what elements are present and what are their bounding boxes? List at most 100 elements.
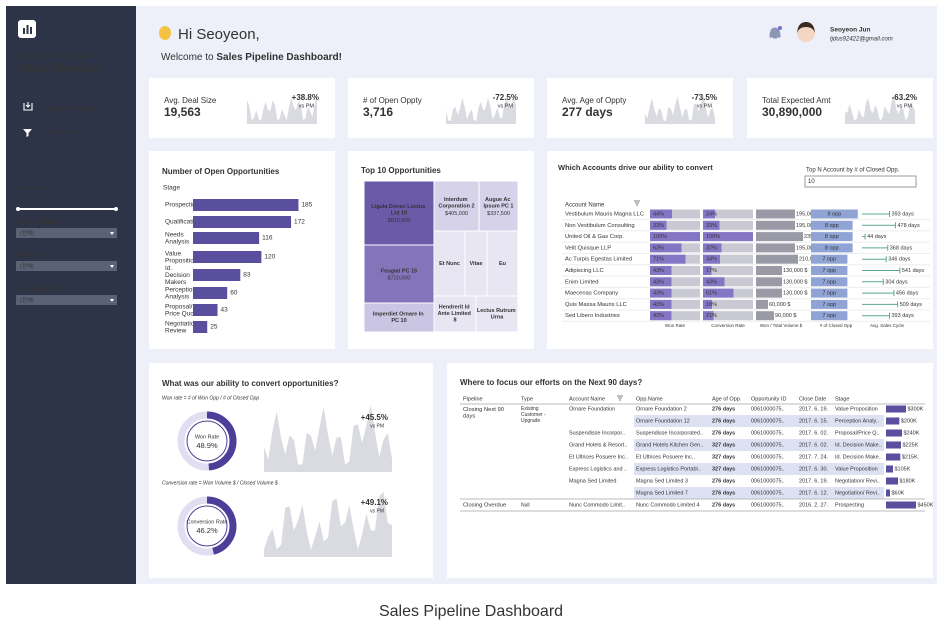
bar-value-label: 7 opp — [822, 257, 836, 263]
bar — [650, 311, 672, 321]
sort-icon — [617, 395, 623, 401]
opp-age: 327 days — [712, 454, 735, 460]
bar-value-label: 130,000 $ — [783, 279, 807, 285]
filter-value: (전체) — [20, 296, 34, 304]
bar-value-label: 33% — [653, 223, 664, 229]
bar — [193, 304, 218, 316]
filter-dropdown[interactable] — [16, 295, 117, 305]
bar-value-label: 8 opp — [825, 234, 839, 240]
opp-age: 276 days — [712, 430, 735, 436]
kpi-change: +38.8% — [292, 93, 319, 102]
bar — [703, 266, 712, 275]
slider-knob[interactable] — [16, 207, 20, 211]
chart-title: Which Accounts drive our ability to conv… — [558, 163, 713, 172]
column-header: Opp.Name — [636, 396, 663, 402]
sort-icon — [634, 200, 640, 206]
bar-value-label: 393 days — [892, 211, 915, 217]
bar — [756, 254, 798, 264]
bar — [193, 232, 260, 244]
opp-id: 0061000075.. — [751, 502, 785, 508]
sidebar-action[interactable]: Download Report — [47, 106, 97, 113]
tile-name: Lectus Rutrum Urna — [477, 308, 517, 321]
category-label: Negotiation/ Review — [165, 320, 202, 334]
bar — [703, 299, 712, 309]
slider-knob[interactable] — [114, 207, 118, 211]
tile-name: Et Nunc — [439, 261, 460, 267]
bar-value-label: 60,000 $ — [769, 302, 790, 308]
bar-value-label: 25 — [210, 324, 218, 331]
pipeline-name: Closing Next 90 days — [463, 407, 506, 420]
bar-background — [703, 311, 753, 321]
bar-value-label: 7 opp — [822, 268, 836, 274]
pipeline-name: Closing Overdue — [463, 503, 506, 509]
opp-id: 0061000075.. — [751, 442, 785, 448]
opp-stage: Value Proposition — [835, 406, 878, 412]
avatar[interactable] — [797, 24, 815, 42]
welcome-prefix: Welcome to — [161, 52, 216, 63]
column-header: Conversion Rate — [711, 323, 745, 328]
category-label: Value Proposition — [165, 250, 198, 264]
column-header: Age of Opp. — [712, 396, 742, 402]
bar-background — [703, 254, 753, 264]
bar-value-label: 18% — [706, 302, 717, 308]
greeting: Hi Seoyeon, — [178, 26, 260, 43]
bell-icon[interactable] — [769, 27, 781, 39]
sidebar-action[interactable]: Hide Filters + — [47, 130, 86, 137]
bar-value-label: 456 days — [896, 291, 919, 297]
account-name: Magna Sed Limited — [569, 478, 616, 484]
formula: Won rate = # of Won Opp / # of Closed Op… — [162, 395, 259, 401]
bar — [756, 232, 803, 242]
bar — [756, 311, 774, 321]
bar — [703, 232, 753, 242]
filter-icon[interactable] — [23, 129, 32, 137]
opp-name: Et Ultrices Posuere Inc.. — [636, 454, 695, 460]
bar — [703, 277, 725, 287]
bar-value-label: 44% — [653, 211, 664, 217]
amount-bar — [886, 489, 890, 497]
tile-name: Hendrerit Id Ante Limited 8 — [438, 305, 473, 324]
opp-name: Ornare Foundation 12 — [636, 418, 690, 424]
bar — [703, 209, 715, 219]
opp-stage: Prospecting — [835, 502, 864, 508]
account-name: Nunc Commodo Limit.. — [569, 502, 625, 508]
bar-value-label: 63% — [653, 245, 664, 251]
category-label: Qualification — [165, 219, 201, 226]
donut-label: Conversion Rate — [187, 519, 228, 525]
treemap-tile — [475, 295, 519, 333]
account-name: Grand Hotels & Resort.. — [569, 442, 628, 448]
welcome-bold: Sales Pipeline Dashboard! — [216, 52, 342, 63]
opp-close-date: 2017. 6. 19. — [799, 478, 829, 484]
app-icon-bar — [26, 25, 29, 34]
opp-id: 0061000075.. — [751, 466, 785, 472]
bar-value-label: 120 — [264, 254, 275, 261]
kpi-label: Total Expected Amt — [762, 96, 831, 105]
account-name: Ac Turpis Egestas Limited — [565, 257, 632, 263]
account-name: Adipiscing LLC — [565, 268, 604, 274]
column-header: Account Name — [565, 203, 605, 209]
filter-dropdown[interactable] — [16, 261, 117, 271]
bar-value-label: 393 days — [892, 313, 915, 319]
kpi-value: 30,890,000 — [762, 105, 822, 119]
chart-title: Number of Open Opportunities — [162, 167, 280, 176]
amount-bar — [886, 477, 898, 485]
download-icon[interactable] — [23, 102, 33, 111]
bar-value-label: 43% — [653, 279, 664, 285]
bar-background — [650, 288, 700, 298]
amount-bar — [886, 405, 906, 413]
amount-label: $215K — [902, 454, 918, 460]
bar — [703, 311, 714, 321]
kpi-note: vs PM — [897, 103, 913, 109]
category-label: Proposal/ Price Quote — [165, 303, 200, 317]
kpi-note: vs PM — [498, 103, 514, 109]
opp-close-date: 2016. 2. 27. — [799, 502, 829, 508]
bar — [756, 243, 795, 253]
bar-value-label: 37% — [706, 245, 717, 251]
app-icon-bar — [30, 27, 32, 34]
bar-background — [703, 299, 753, 309]
tile-name: Augue Ac Ipsum PC 1 — [484, 197, 514, 210]
bar-value-label: 90,000 $ — [775, 313, 796, 319]
top-n-input[interactable] — [804, 175, 917, 188]
bar-background — [650, 209, 700, 219]
filter-dropdown[interactable] — [16, 228, 117, 238]
